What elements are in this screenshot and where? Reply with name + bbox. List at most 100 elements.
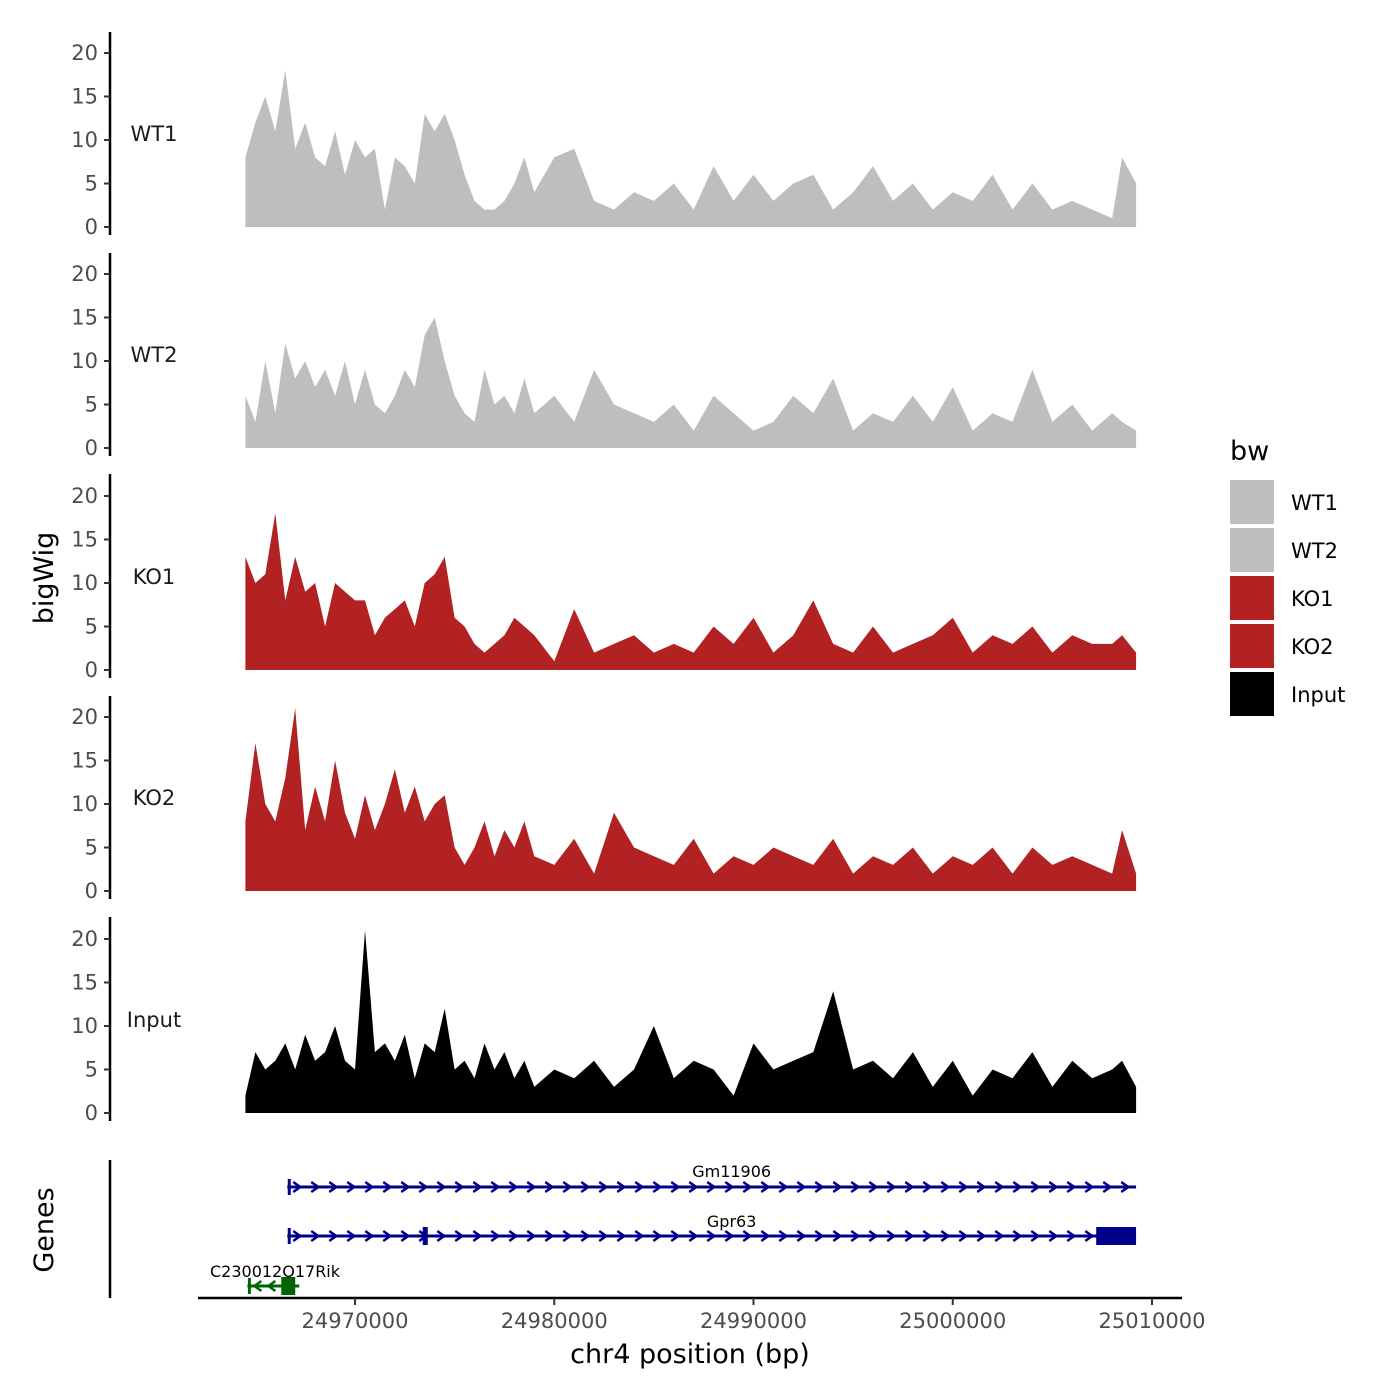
strand-arrow [868,1229,879,1243]
strand-arrow [634,1180,645,1194]
strand-arrow [850,1229,861,1243]
strand-arrow [814,1180,825,1194]
track-input: 0 5 10 15 20 Input [71,917,1137,1125]
signal-area-ko2 [245,708,1137,891]
strand-arrow [652,1229,663,1243]
y-tick-label: 10 [71,571,98,595]
y-tick-label: 5 [85,172,98,196]
strand-arrow [454,1180,465,1194]
y-tick-label: 15 [71,85,98,109]
y-tick-label: 20 [71,41,98,65]
strand-arrow [706,1229,717,1243]
strand-arrow [832,1229,843,1243]
strand-arrow [400,1229,411,1243]
y-tick-label: 20 [71,927,98,951]
strand-arrow [940,1180,951,1194]
strand-arrow [1102,1180,1113,1194]
track-label: WT2 [131,343,178,367]
strand-arrow [346,1180,357,1194]
strand-arrow [382,1180,393,1194]
strand-arrow [598,1229,609,1243]
y-tick-label: 0 [85,1101,98,1125]
strand-arrow [364,1180,375,1194]
gene-track: Gm11906 Gpr63 C230012O17Rik [108,1160,1137,1298]
legend-swatch-ko1 [1230,576,1274,620]
gene-label: Gpr63 [707,1212,757,1231]
track-wt2: 0 5 10 15 20 WT2 [71,253,1137,460]
y-tick-label: 15 [71,528,98,552]
signal-area-input [245,930,1137,1113]
strand-arrow [252,1279,263,1293]
strand-arrow [526,1180,537,1194]
y-tick-label: 5 [85,836,98,860]
legend-label-input: Input [1291,683,1345,707]
strand-arrow [616,1180,627,1194]
strand-arrow [976,1180,987,1194]
strand-arrow [832,1180,843,1194]
strand-arrow [886,1180,897,1194]
gene-label: C230012O17Rik [210,1262,341,1281]
strand-arrow [436,1229,447,1243]
strand-arrow [706,1180,717,1194]
x-tick-label: 24990000 [700,1309,807,1333]
strand-arrow [922,1180,933,1194]
strand-arrow [1066,1229,1077,1243]
y-tick-label: 10 [71,792,98,816]
x-axis: 24970000 24980000 24990000 25000000 25010000 [198,1296,1206,1333]
y-tick-label: 5 [85,393,98,417]
strand-arrow [436,1180,447,1194]
y-tick-label: 20 [71,705,98,729]
x-tick-label: 25000000 [899,1309,1006,1333]
strand-arrow [454,1229,465,1243]
x-tick-label: 25010000 [1099,1309,1206,1333]
strand-arrow [526,1229,537,1243]
signal-area-ko1 [245,513,1137,670]
strand-arrow [616,1229,627,1243]
strand-arrow [266,1279,277,1293]
strand-arrow [364,1229,375,1243]
strand-arrow [562,1229,573,1243]
strand-arrow [634,1229,645,1243]
y-tick-label: 5 [85,1058,98,1082]
track-label: WT1 [131,122,178,146]
strand-arrow [796,1229,807,1243]
strand-arrow [958,1180,969,1194]
strand-arrow [670,1180,681,1194]
strand-arrow [688,1180,699,1194]
strand-arrow [994,1180,1005,1194]
strand-arrow [562,1180,573,1194]
strand-arrow [724,1229,735,1243]
strand-arrow [958,1229,969,1243]
y-tick-label: 10 [71,349,98,373]
strand-arrow [328,1180,339,1194]
strand-arrow [292,1180,303,1194]
strand-arrow [580,1180,591,1194]
strand-arrow [1030,1229,1041,1243]
strand-arrow [310,1229,321,1243]
strand-arrow [976,1229,987,1243]
strand-arrow [796,1180,807,1194]
strand-arrow [418,1229,429,1243]
y-axis-title: bigWig [29,532,60,625]
gene-gpr63: Gpr63 [287,1212,1137,1245]
track-label: KO2 [133,786,176,810]
legend-label-ko2: KO2 [1291,635,1334,659]
legend-swatch-wt2 [1230,528,1274,572]
gene-exon [281,1277,296,1295]
signal-tracks: 0 5 10 15 20 WT1 0 5 10 15 20 WT2 0 5 10 15 20 KO1 0 5 10 15 2… [71,32,1137,1125]
strand-arrow [598,1180,609,1194]
strand-arrow [328,1229,339,1243]
genes-axis-title: Genes [29,1187,60,1272]
strand-arrow [850,1180,861,1194]
strand-arrow [400,1180,411,1194]
strand-arrow [940,1229,951,1243]
strand-arrow [508,1229,519,1243]
strand-arrow [922,1229,933,1243]
y-tick-label: 15 [71,749,98,773]
y-tick-label: 0 [85,436,98,460]
y-tick-label: 15 [71,306,98,330]
x-tick-label: 24970000 [302,1309,409,1333]
strand-arrow [490,1180,501,1194]
strand-arrow [544,1180,555,1194]
